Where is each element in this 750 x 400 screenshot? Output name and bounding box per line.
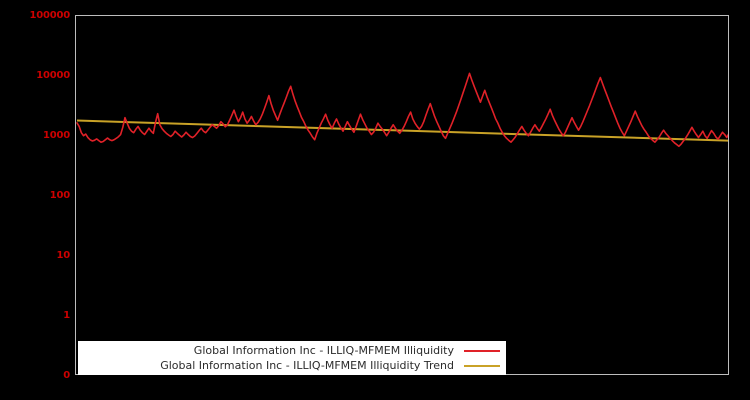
legend-label-illiquidity: Global Information Inc - ILLIQ-MFMEM Ill…: [193, 344, 454, 357]
legend-label-illiquidity-trend: Global Information Inc - ILLIQ-MFMEM Ill…: [160, 359, 454, 372]
legend-item-illiquidity-trend: Global Information Inc - ILLIQ-MFMEM Ill…: [78, 358, 506, 373]
y-tick-label: 10000: [36, 70, 70, 81]
chart-legend: Global Information Inc - ILLIQ-MFMEM Ill…: [78, 341, 506, 375]
y-tick-label: 100000: [29, 10, 70, 21]
trend-line-path: [76, 119, 728, 142]
legend-item-illiquidity: Global Information Inc - ILLIQ-MFMEM Ill…: [78, 343, 506, 358]
y-tick-label: 0: [63, 370, 70, 381]
y-tick-label: 1: [63, 310, 70, 321]
legend-swatch-illiquidity: [464, 349, 500, 352]
illiquidity-line-path: [76, 72, 728, 148]
y-axis: 100000 10000 1000 100 10 1 0: [0, 0, 70, 400]
legend-swatch-illiquidity-trend: [464, 364, 500, 367]
series-svg: [76, 72, 728, 148]
y-tick-label: 1000: [42, 130, 70, 141]
y-tick-label: 10: [56, 250, 70, 261]
y-tick-label: 100: [49, 190, 70, 201]
plot-area: [75, 15, 729, 375]
